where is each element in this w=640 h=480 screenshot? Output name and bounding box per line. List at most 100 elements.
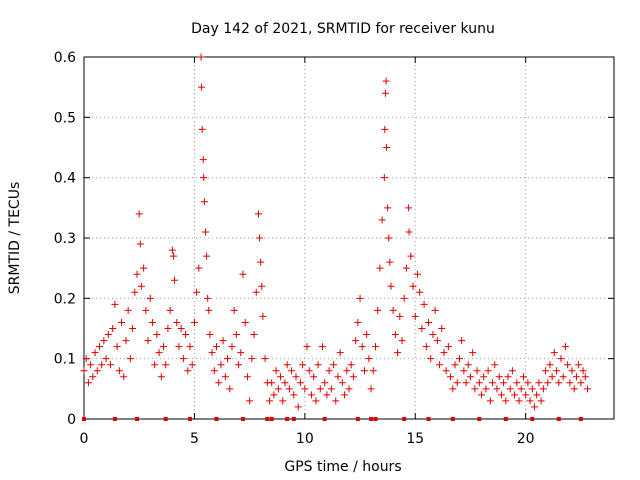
- data-point: [312, 397, 320, 405]
- data-point: [513, 379, 521, 387]
- data-point: [352, 337, 360, 345]
- data-point: [314, 361, 322, 369]
- data-point: [336, 349, 344, 357]
- data-point: [394, 349, 402, 357]
- data-point: [184, 367, 192, 375]
- data-point: [221, 373, 229, 381]
- grid: [84, 57, 614, 419]
- data-point: [519, 373, 527, 381]
- baseline-marker: [503, 417, 508, 421]
- data-point: [303, 343, 311, 351]
- data-point: [124, 306, 132, 314]
- data-point: [334, 373, 342, 381]
- data-point: [87, 361, 95, 369]
- data-point: [171, 276, 179, 284]
- data-point: [100, 337, 108, 345]
- data-point: [497, 391, 505, 399]
- data-point: [107, 361, 114, 369]
- data-point: [151, 361, 159, 369]
- data-point: [451, 361, 459, 369]
- data-point: [343, 367, 351, 375]
- data-point: [126, 355, 134, 363]
- data-point: [206, 331, 214, 339]
- data-point: [581, 373, 589, 381]
- baseline-marker: [82, 417, 86, 421]
- chart-title: Day 142 of 2021, SRMTID for receiver kun…: [191, 21, 495, 37]
- data-point: [129, 325, 137, 332]
- data-point: [146, 294, 154, 302]
- data-point: [266, 397, 273, 405]
- data-point: [325, 367, 333, 375]
- data-point: [252, 288, 260, 296]
- data-point: [169, 252, 177, 260]
- data-point: [438, 325, 446, 332]
- data-point: [475, 379, 483, 387]
- data-point: [382, 77, 390, 85]
- data-point: [495, 373, 503, 381]
- data-point: [533, 391, 541, 399]
- data-point: [367, 385, 375, 393]
- data-point: [537, 397, 545, 405]
- data-points: [80, 53, 591, 411]
- data-point: [383, 144, 391, 151]
- data-point: [548, 373, 556, 381]
- y-tick-label: 0: [67, 412, 76, 428]
- data-point: [484, 367, 492, 375]
- data-point: [380, 174, 388, 182]
- data-point: [283, 361, 291, 369]
- baseline-marker: [285, 417, 290, 421]
- data-point: [579, 367, 587, 375]
- data-point: [153, 331, 161, 339]
- data-point: [546, 361, 554, 369]
- baseline-marker: [322, 417, 327, 421]
- data-point: [279, 397, 287, 405]
- data-point: [376, 264, 384, 272]
- data-point: [524, 379, 532, 387]
- data-point: [168, 246, 176, 254]
- data-point: [164, 325, 172, 332]
- data-point: [217, 361, 225, 369]
- x-tick-label: 20: [517, 431, 535, 447]
- data-point: [349, 373, 357, 381]
- data-point: [115, 367, 123, 375]
- data-point: [436, 361, 444, 369]
- baseline-marker: [530, 417, 535, 421]
- data-point: [363, 331, 371, 339]
- data-point: [453, 379, 461, 387]
- data-point: [239, 270, 247, 278]
- data-point: [277, 373, 285, 381]
- data-point: [526, 397, 534, 405]
- data-point: [203, 252, 211, 260]
- data-point: [458, 337, 466, 345]
- baseline-marker: [450, 417, 455, 421]
- data-point: [561, 343, 569, 351]
- x-tick-label: 0: [80, 431, 89, 447]
- data-point: [515, 397, 523, 405]
- data-point: [82, 355, 90, 363]
- data-point: [365, 355, 373, 363]
- data-point: [386, 258, 394, 266]
- data-point: [568, 367, 576, 375]
- data-point: [482, 385, 490, 393]
- baseline-marker: [135, 417, 139, 421]
- data-point: [198, 125, 206, 133]
- baseline-marker: [477, 417, 482, 421]
- data-point: [575, 361, 583, 369]
- data-point: [447, 373, 455, 381]
- data-point: [354, 318, 362, 326]
- data-point: [555, 379, 563, 387]
- data-point: [400, 294, 408, 302]
- data-point: [391, 331, 399, 339]
- y-tick-label: 0.4: [54, 171, 76, 187]
- data-point: [407, 252, 415, 260]
- data-point: [182, 331, 190, 339]
- data-point: [288, 367, 296, 375]
- data-point: [378, 216, 386, 224]
- baseline-marker: [112, 417, 117, 421]
- data-point: [466, 373, 474, 381]
- data-point: [411, 312, 419, 320]
- data-point: [559, 373, 567, 381]
- data-point: [140, 264, 148, 272]
- data-point: [557, 355, 565, 363]
- data-point: [305, 367, 313, 375]
